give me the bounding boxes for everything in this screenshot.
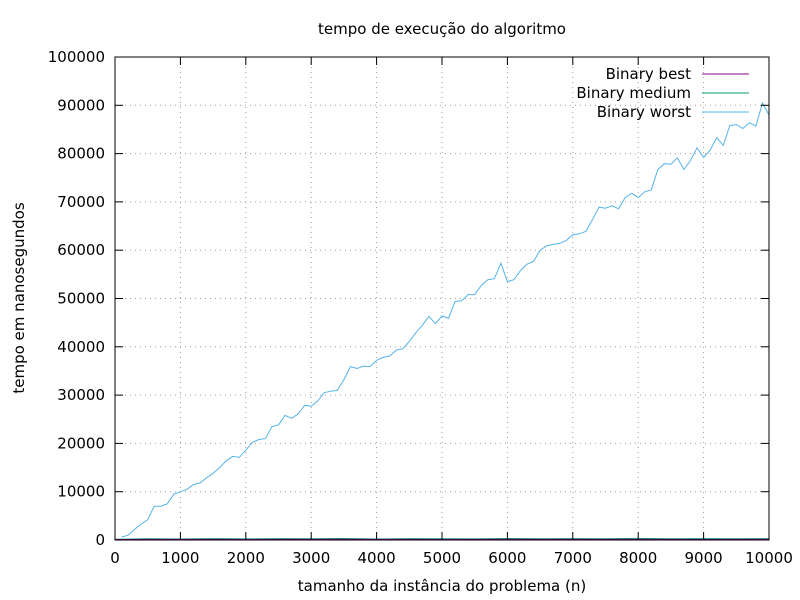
y-tick-label: 70000 bbox=[57, 193, 105, 211]
y-tick-label: 0 bbox=[95, 531, 105, 549]
y-tick-label: 100000 bbox=[48, 48, 105, 66]
x-tick-label: 0 bbox=[110, 549, 120, 567]
x-tick-label: 2000 bbox=[227, 549, 265, 567]
x-tick-label: 1000 bbox=[161, 549, 199, 567]
y-tick-label: 40000 bbox=[57, 338, 105, 356]
y-tick-label: 90000 bbox=[57, 96, 105, 114]
axis-ticks bbox=[114, 56, 770, 541]
y-tick-label: 60000 bbox=[57, 241, 105, 259]
y-tick-labels: 0 10000 20000 30000 40000 50000 60000 70000 8000… bbox=[48, 48, 105, 549]
x-tick-label: 10000 bbox=[745, 549, 793, 567]
x-tick-label: 4000 bbox=[358, 549, 396, 567]
x-tick-label: 7000 bbox=[554, 549, 592, 567]
y-tick-label: 20000 bbox=[57, 434, 105, 452]
legend-label-binary-best: Binary best bbox=[606, 65, 692, 83]
x-tick-label: 5000 bbox=[423, 549, 461, 567]
y-tick-label: 10000 bbox=[57, 483, 105, 501]
legend-label-binary-medium: Binary medium bbox=[576, 84, 691, 102]
y-axis-label: tempo em nanosegundos bbox=[10, 202, 28, 393]
x-tick-labels: 0 1000 2000 3000 4000 5000 6000 7000 8000 9000 100… bbox=[110, 549, 793, 567]
y-tick-label: 50000 bbox=[57, 290, 105, 308]
x-tick-label: 6000 bbox=[488, 549, 526, 567]
x-tick-label: 8000 bbox=[619, 549, 657, 567]
y-tick-label: 30000 bbox=[57, 386, 105, 404]
y-tick-label: 80000 bbox=[57, 145, 105, 163]
x-axis-label: tamanho da instância do problema (n) bbox=[298, 577, 586, 595]
legend-label-binary-worst: Binary worst bbox=[597, 103, 691, 121]
chart-title: tempo de execução do algoritmo bbox=[318, 20, 566, 38]
series-line-binary-worst bbox=[121, 101, 770, 538]
x-tick-label: 3000 bbox=[292, 549, 330, 567]
grid-lines bbox=[115, 57, 769, 540]
series-lines bbox=[114, 101, 770, 541]
x-tick-label: 9000 bbox=[685, 549, 723, 567]
